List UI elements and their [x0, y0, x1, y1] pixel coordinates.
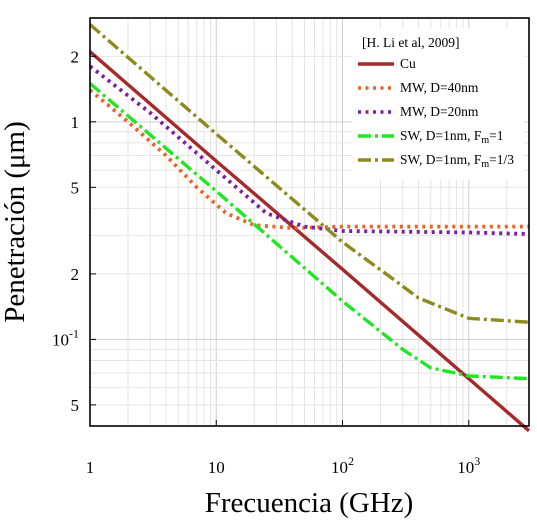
y-tick-label: 1 — [71, 113, 80, 132]
series-line-mw-d-20nm — [88, 64, 530, 236]
legend-box — [352, 28, 524, 180]
y-tick-label: 5 — [71, 178, 80, 197]
ticks: 1 10 102 103 2 1 5 2 10-1 5 — [52, 47, 480, 477]
legend: [H. Li et al, 2009] Cu MW, D=40nm MW, D=20… — [352, 28, 524, 180]
x-tick-label: 1 — [86, 458, 95, 477]
legend-label: MW, D=40nm — [400, 80, 479, 95]
y-axis-title: Penetración (μm) — [0, 121, 31, 323]
series-line-sw-d-1nm-fm-1-3 — [88, 23, 530, 324]
y-tick-label: 5 — [71, 396, 80, 415]
y-tick-label: 2 — [71, 47, 80, 66]
legend-title: [H. Li et al, 2009] — [362, 35, 459, 50]
x-tick-label: 103 — [457, 454, 480, 477]
series-layer — [88, 23, 531, 433]
plot-frame — [89, 17, 530, 427]
legend-label: Cu — [400, 56, 416, 71]
series-line-sw-d-1nm-fm-1 — [88, 82, 530, 381]
legend-label: SW, D=1nm, Fm=1/3 — [400, 152, 514, 170]
y-tick-label: 10-1 — [52, 326, 79, 349]
x-tick-label: 102 — [331, 454, 354, 477]
x-axis-title: Frecuencia (GHz) — [205, 487, 414, 519]
legend-label: MW, D=20nm — [400, 104, 479, 119]
series-line-cu — [88, 50, 531, 433]
x-tick-label: 10 — [208, 458, 225, 477]
legend-label: SW, D=1nm, Fm=1 — [400, 128, 504, 146]
y-tick-label: 2 — [71, 265, 80, 284]
